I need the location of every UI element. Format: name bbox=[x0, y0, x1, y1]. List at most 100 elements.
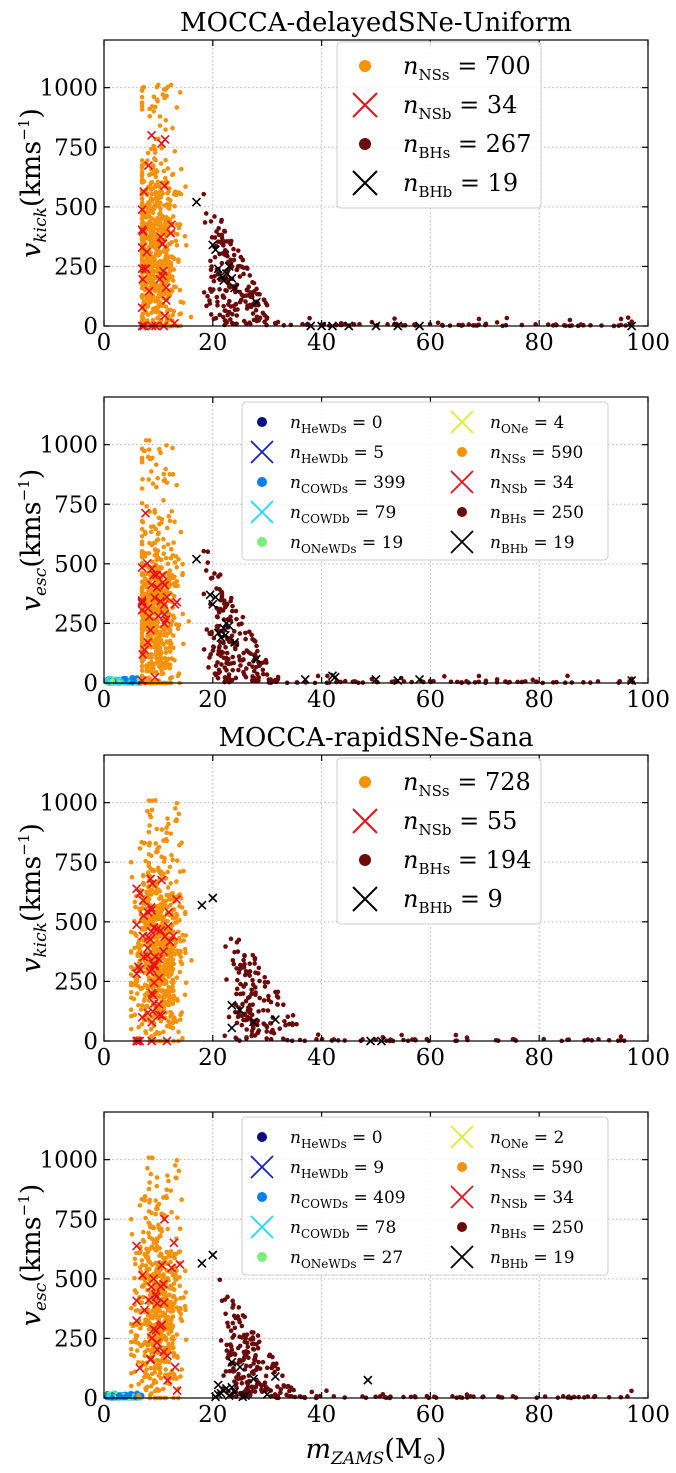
point-BHs bbox=[204, 303, 209, 309]
point-NSs bbox=[143, 437, 149, 443]
point-BHb bbox=[208, 240, 218, 250]
point-BHb bbox=[251, 654, 261, 664]
point-NSs bbox=[167, 676, 173, 681]
point-NSs bbox=[166, 570, 172, 575]
legend-item-ONe: nONe = 2 bbox=[450, 1125, 564, 1151]
point-NSs bbox=[149, 919, 155, 925]
point-NSs bbox=[153, 1198, 159, 1203]
point-BHs bbox=[216, 232, 222, 238]
legend-label: nNSb = 34 bbox=[490, 1188, 574, 1211]
point-NSs bbox=[163, 650, 169, 655]
legend-item-NSs: nNSs = 590 bbox=[457, 1158, 583, 1181]
legend-label: nHeWDs = 0 bbox=[290, 1128, 383, 1151]
point-BHs bbox=[235, 1345, 241, 1351]
y-tick-label: 500 bbox=[54, 195, 98, 221]
point-NSs bbox=[153, 462, 159, 468]
point-NSs bbox=[153, 841, 159, 846]
point-BHs bbox=[216, 239, 221, 244]
legend-dot-icon bbox=[257, 537, 267, 547]
legend-frame bbox=[336, 757, 542, 925]
point-NSs bbox=[149, 310, 154, 316]
legend-cross-icon bbox=[352, 170, 378, 196]
legend-item-BHb: nBHb = 19 bbox=[450, 1245, 575, 1271]
point-NSb bbox=[149, 570, 159, 580]
point-BHs bbox=[204, 627, 210, 632]
point-NSs bbox=[174, 948, 180, 953]
point-NSs bbox=[144, 215, 149, 220]
point-BHs bbox=[206, 665, 211, 670]
point-BHs bbox=[288, 1385, 294, 1390]
point-BHs bbox=[282, 1019, 287, 1024]
point-NSs bbox=[163, 646, 169, 651]
point-BHs bbox=[228, 661, 234, 666]
point-BHs bbox=[265, 1008, 271, 1013]
point-NSs bbox=[171, 284, 177, 289]
point-BHs bbox=[453, 1032, 459, 1038]
x-tick-label: 40 bbox=[307, 1045, 336, 1071]
point-BHs bbox=[233, 675, 239, 681]
point-NSs bbox=[167, 1305, 173, 1311]
point-NSb bbox=[137, 243, 147, 253]
point-NSs bbox=[153, 648, 159, 654]
point-NSs bbox=[140, 1237, 146, 1243]
point-BHs bbox=[257, 995, 263, 1001]
point-NSs bbox=[172, 657, 177, 663]
y-tick-label: 250 bbox=[54, 254, 98, 280]
point-BHs bbox=[235, 977, 240, 983]
point-NSs bbox=[170, 1001, 176, 1006]
point-BHs bbox=[567, 317, 573, 323]
point-NSs bbox=[158, 557, 164, 563]
legend-label: nBHs = 250 bbox=[490, 1218, 584, 1241]
point-NSs bbox=[133, 982, 139, 988]
point-NSs bbox=[183, 1290, 189, 1295]
series-NSb bbox=[132, 874, 182, 1046]
point-NSs bbox=[143, 858, 148, 864]
point-NSs bbox=[173, 238, 179, 244]
point-NSs bbox=[182, 1268, 188, 1274]
point-NSs bbox=[159, 1252, 164, 1257]
point-NSs bbox=[156, 631, 162, 637]
point-BHs bbox=[226, 639, 232, 645]
point-NSs bbox=[174, 879, 179, 884]
point-NSs bbox=[148, 206, 154, 212]
point-NSs bbox=[149, 146, 154, 152]
point-NSs bbox=[143, 1280, 148, 1286]
point-NSs bbox=[189, 958, 194, 963]
y-tick-label: 0 bbox=[83, 314, 98, 340]
point-NSs bbox=[164, 825, 169, 830]
point-NSs bbox=[134, 991, 140, 996]
point-NSb bbox=[132, 1296, 142, 1306]
point-NSs bbox=[170, 984, 175, 989]
point-BHs bbox=[369, 676, 375, 682]
point-NSb bbox=[158, 570, 168, 580]
point-NSs bbox=[152, 606, 157, 612]
point-NSb bbox=[162, 1351, 172, 1361]
point-NSs bbox=[155, 475, 161, 481]
point-NSb bbox=[149, 998, 159, 1008]
point-NSs bbox=[161, 203, 167, 208]
point-BHs bbox=[244, 1027, 250, 1032]
point-NSs bbox=[167, 202, 173, 207]
point-BHs bbox=[222, 605, 228, 610]
legend-label: nHeWDs = 0 bbox=[290, 413, 383, 436]
point-NSb bbox=[132, 920, 142, 930]
point-BHb bbox=[205, 590, 215, 600]
point-BHs bbox=[234, 267, 240, 273]
point-NSs bbox=[161, 1029, 166, 1035]
x-tick-label: 0 bbox=[97, 687, 112, 713]
point-NSs bbox=[166, 894, 172, 900]
point-BHs bbox=[237, 962, 243, 968]
point-NSs bbox=[174, 1332, 180, 1337]
point-NSb bbox=[163, 921, 173, 932]
point-NSs bbox=[178, 954, 184, 960]
point-BHs bbox=[224, 977, 229, 982]
legend-label: nCOWDb = 78 bbox=[290, 1218, 396, 1241]
point-BHs bbox=[232, 1325, 238, 1331]
point-BHs bbox=[229, 608, 235, 614]
legend-label: nNSs = 700 bbox=[403, 52, 531, 84]
point-NSs bbox=[163, 1367, 168, 1372]
point-NSs bbox=[133, 904, 138, 910]
point-BHb bbox=[251, 297, 261, 307]
point-BHs bbox=[247, 969, 253, 974]
point-NSs bbox=[139, 100, 145, 105]
